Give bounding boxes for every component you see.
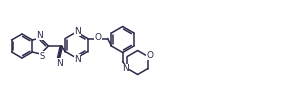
Text: N: N (37, 31, 43, 40)
Text: S: S (40, 51, 45, 60)
Text: N: N (122, 64, 129, 73)
Text: O: O (94, 33, 101, 42)
Text: O: O (146, 51, 154, 60)
Text: N: N (74, 55, 81, 63)
Text: N: N (74, 27, 81, 36)
Text: N: N (56, 59, 63, 68)
